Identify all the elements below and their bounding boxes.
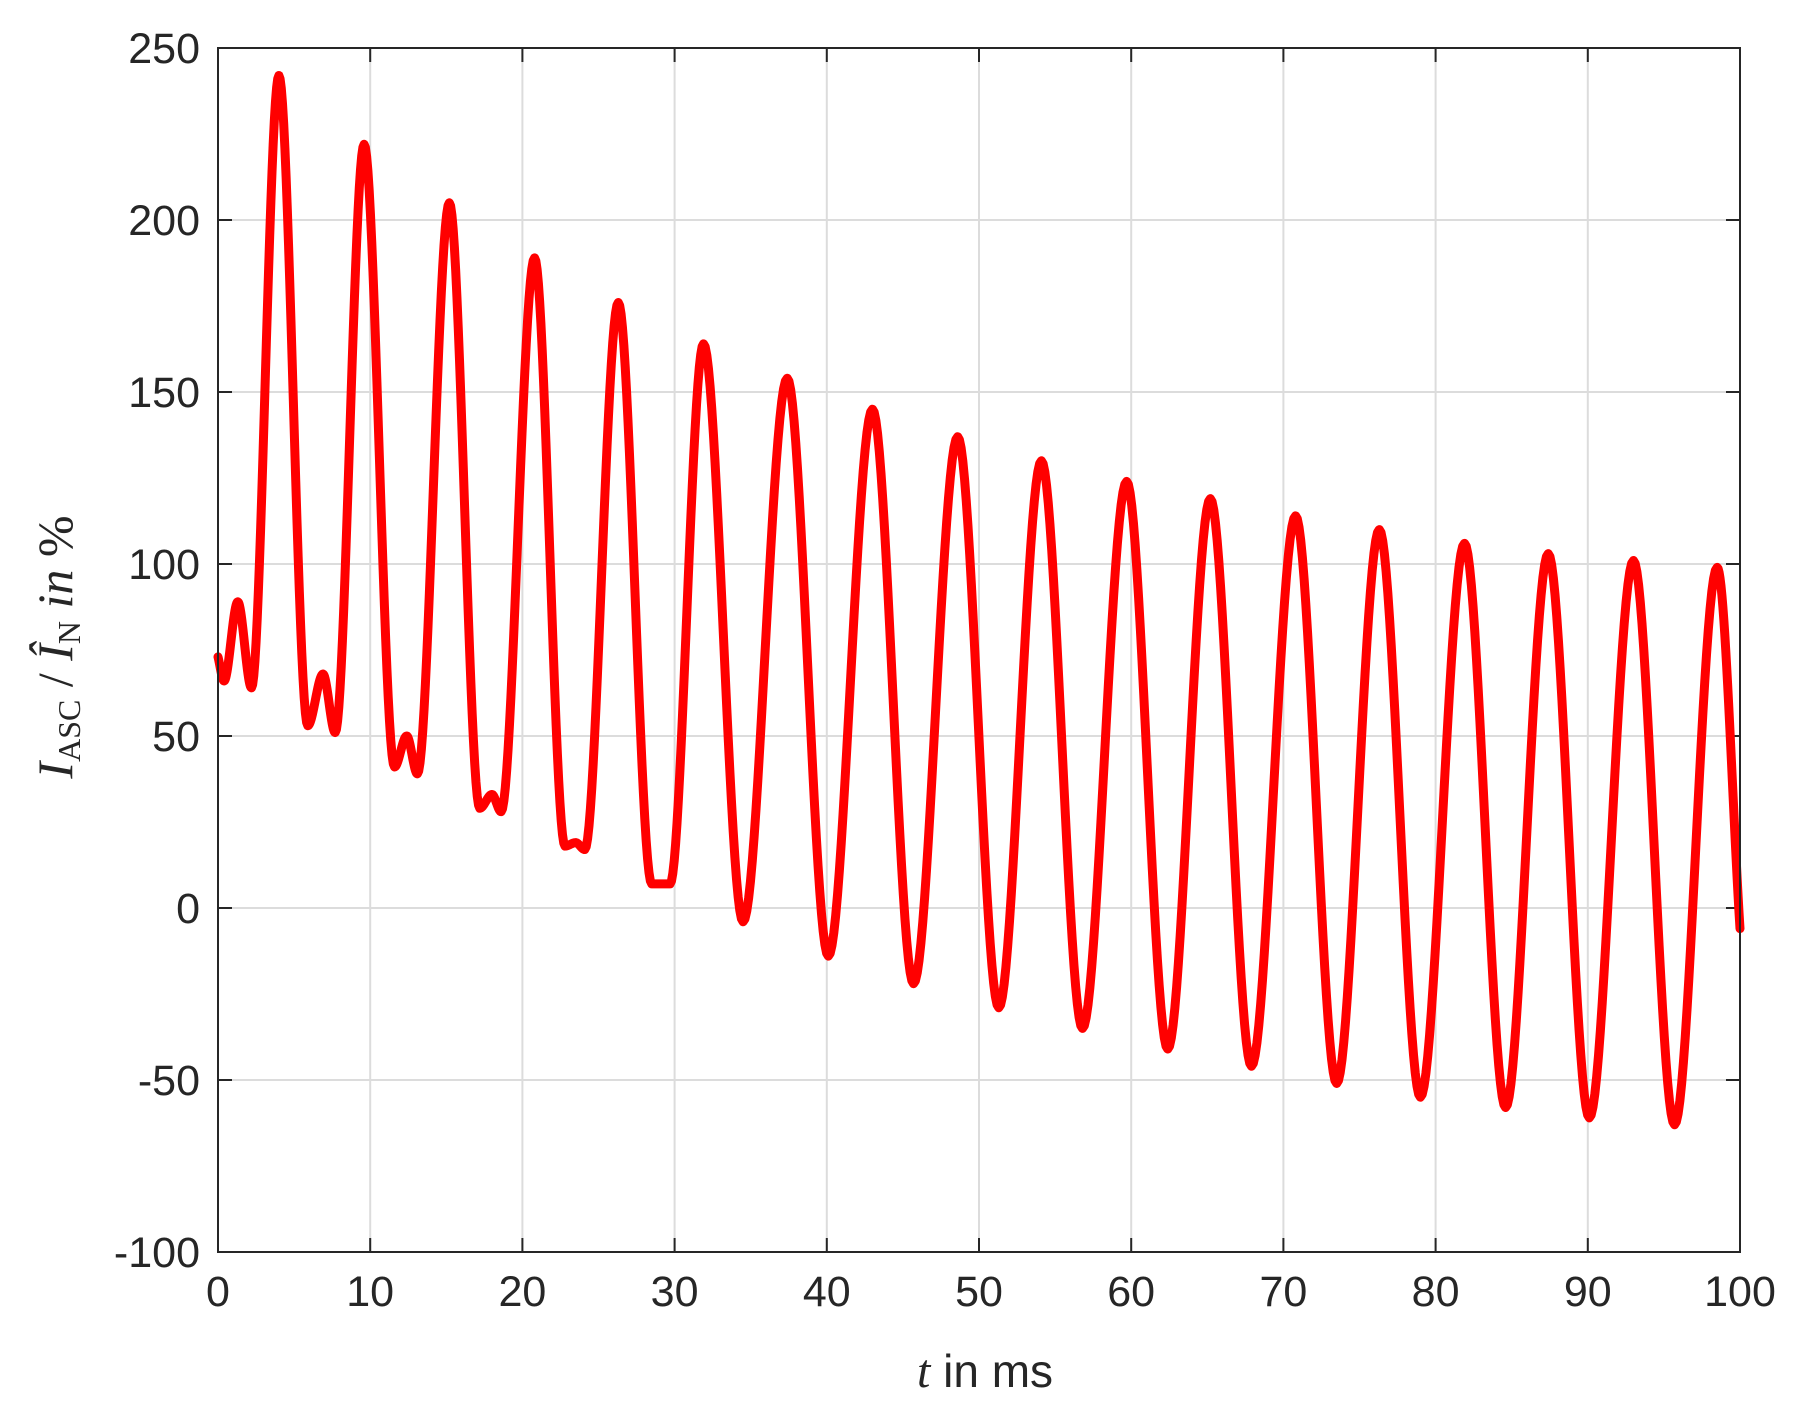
y-tick-label: 100 xyxy=(128,541,200,589)
series-line xyxy=(213,71,1745,1130)
tick-marks xyxy=(217,47,1741,1253)
y-label-sub1: ASC xyxy=(51,700,87,762)
y-label-ihat: Î xyxy=(27,641,83,662)
y-label-sub2: N xyxy=(51,621,87,644)
x-tick-label: 60 xyxy=(1107,1268,1155,1316)
y-label-in: in xyxy=(27,557,83,621)
x-tick-label: 80 xyxy=(1412,1268,1460,1316)
y-label-slash: / xyxy=(27,661,83,700)
plot-frame xyxy=(217,47,1741,1253)
x-axis-title: t in ms xyxy=(917,1345,1053,1398)
y-tick-label: 200 xyxy=(128,197,200,245)
y-label-unit: % xyxy=(27,515,83,557)
x-tick-label: 50 xyxy=(955,1268,1003,1316)
x-tick-labels: 0 10 20 30 40 50 60 70 80 90 100 xyxy=(206,1268,1776,1316)
y-label-i: I xyxy=(27,760,83,780)
y-tick-label: 150 xyxy=(128,369,200,417)
y-tick-label: 250 xyxy=(128,25,200,73)
x-tick-label: 40 xyxy=(803,1268,851,1316)
x-tick-label: 20 xyxy=(498,1268,546,1316)
x-tick-label: 70 xyxy=(1259,1268,1307,1316)
y-tick-label: -100 xyxy=(114,1229,200,1277)
y-axis-title: IASC / ÎN in % xyxy=(27,515,87,779)
x-tick-label: 100 xyxy=(1704,1268,1776,1316)
y-tick-labels: -100 -50 0 50 100 150 200 250 xyxy=(114,25,200,1277)
x-tick-label: 30 xyxy=(651,1268,699,1316)
y-tick-label: 50 xyxy=(152,713,200,761)
x-axis-unit-text: in ms xyxy=(930,1345,1053,1397)
x-tick-label: 0 xyxy=(206,1268,230,1316)
y-tick-label: 0 xyxy=(176,885,200,933)
y-tick-label: -50 xyxy=(138,1057,200,1105)
x-tick-label: 90 xyxy=(1564,1268,1612,1316)
x-axis-variable: t xyxy=(917,1345,932,1398)
x-tick-label: 10 xyxy=(346,1268,394,1316)
